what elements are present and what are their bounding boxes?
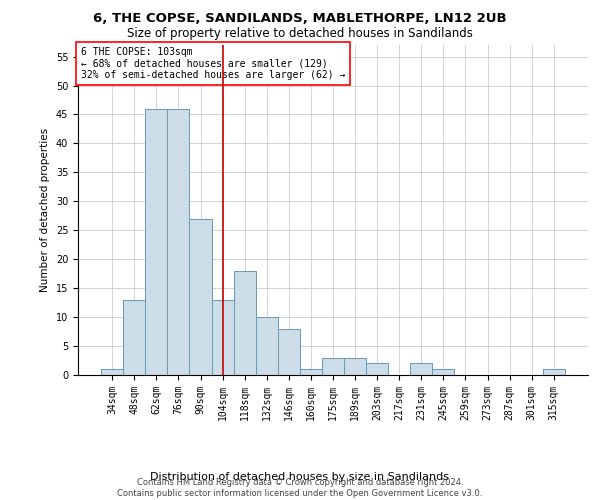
Text: 6 THE COPSE: 103sqm
← 68% of detached houses are smaller (129)
32% of semi-detac: 6 THE COPSE: 103sqm ← 68% of detached ho…	[80, 46, 345, 80]
Bar	[300, 369, 322, 375]
Bar	[233, 271, 256, 375]
Text: 6, THE COPSE, SANDILANDS, MABLETHORPE, LN12 2UB: 6, THE COPSE, SANDILANDS, MABLETHORPE, L…	[93, 12, 507, 26]
Y-axis label: Number of detached properties: Number of detached properties	[40, 128, 50, 292]
Text: Contains HM Land Registry data © Crown copyright and database right 2024.
Contai: Contains HM Land Registry data © Crown c…	[118, 478, 482, 498]
Bar	[433, 369, 454, 375]
Bar	[322, 358, 344, 375]
Bar	[123, 300, 145, 375]
Text: Distribution of detached houses by size in Sandilands: Distribution of detached houses by size …	[151, 472, 449, 482]
Bar	[167, 108, 190, 375]
Bar	[366, 364, 388, 375]
Bar	[190, 218, 212, 375]
Bar	[543, 369, 565, 375]
Bar	[278, 328, 300, 375]
Bar	[101, 369, 123, 375]
Bar	[256, 317, 278, 375]
Bar	[212, 300, 233, 375]
Bar	[145, 108, 167, 375]
Text: Size of property relative to detached houses in Sandilands: Size of property relative to detached ho…	[127, 28, 473, 40]
Bar	[410, 364, 433, 375]
Bar	[344, 358, 366, 375]
